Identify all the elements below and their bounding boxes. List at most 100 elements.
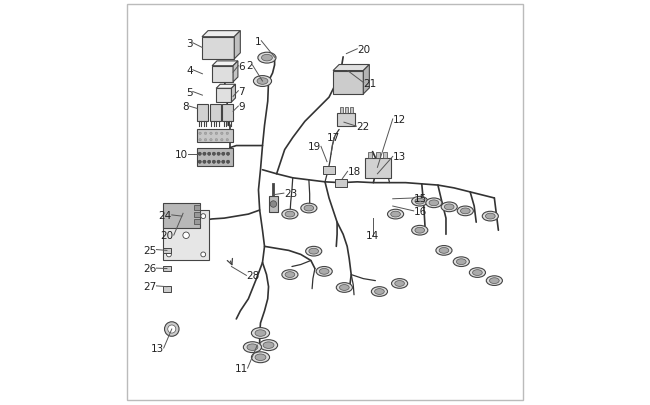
Circle shape: [220, 133, 223, 135]
Ellipse shape: [426, 198, 442, 208]
Text: 23: 23: [284, 189, 297, 198]
Ellipse shape: [391, 279, 408, 289]
Bar: [163, 286, 171, 292]
Ellipse shape: [415, 199, 424, 205]
Ellipse shape: [255, 354, 266, 360]
Circle shape: [222, 161, 225, 164]
Ellipse shape: [456, 259, 466, 265]
Circle shape: [199, 133, 202, 135]
Polygon shape: [231, 85, 235, 103]
Ellipse shape: [252, 352, 270, 363]
Ellipse shape: [441, 202, 457, 212]
Bar: [194, 205, 200, 211]
Text: 20: 20: [358, 45, 370, 55]
Polygon shape: [363, 65, 369, 95]
Bar: [222, 105, 233, 122]
Polygon shape: [234, 32, 240, 60]
Bar: [202, 38, 234, 60]
Ellipse shape: [371, 287, 387, 296]
Bar: [210, 105, 221, 122]
Bar: [376, 153, 380, 159]
Bar: [216, 89, 231, 103]
Text: 13: 13: [150, 343, 164, 353]
Circle shape: [215, 139, 218, 142]
Text: 7: 7: [239, 87, 245, 96]
Text: 26: 26: [143, 264, 157, 273]
Ellipse shape: [486, 276, 502, 286]
Circle shape: [217, 153, 220, 156]
Bar: [365, 159, 391, 178]
Text: 2: 2: [246, 61, 252, 71]
Text: 22: 22: [356, 122, 370, 132]
Bar: [369, 153, 372, 159]
Circle shape: [204, 139, 207, 142]
Text: 10: 10: [175, 149, 188, 159]
Ellipse shape: [252, 328, 270, 339]
Ellipse shape: [473, 270, 482, 276]
Ellipse shape: [282, 270, 298, 280]
Ellipse shape: [306, 247, 322, 256]
Text: 6: 6: [239, 62, 245, 72]
Ellipse shape: [482, 212, 499, 222]
Circle shape: [183, 232, 189, 239]
Ellipse shape: [457, 207, 473, 216]
Circle shape: [210, 133, 212, 135]
Circle shape: [226, 161, 229, 164]
Bar: [194, 213, 200, 218]
Circle shape: [164, 322, 179, 337]
Bar: [350, 108, 353, 114]
Text: 24: 24: [159, 210, 172, 220]
Bar: [194, 220, 200, 225]
Circle shape: [203, 153, 206, 156]
Bar: [324, 166, 335, 174]
Bar: [163, 266, 171, 272]
Ellipse shape: [411, 197, 428, 207]
Text: 19: 19: [307, 142, 321, 152]
Text: 3: 3: [186, 38, 193, 49]
Bar: [383, 153, 387, 159]
Ellipse shape: [243, 342, 261, 353]
Ellipse shape: [258, 53, 276, 64]
Text: 1: 1: [255, 36, 261, 47]
Bar: [333, 71, 363, 95]
Ellipse shape: [411, 226, 428, 235]
Ellipse shape: [309, 249, 318, 254]
Text: 17: 17: [327, 133, 341, 143]
Ellipse shape: [282, 210, 298, 220]
Text: 13: 13: [393, 152, 406, 162]
Bar: [163, 204, 200, 229]
Text: 8: 8: [183, 102, 189, 112]
Circle shape: [204, 133, 207, 135]
Ellipse shape: [439, 248, 448, 254]
Ellipse shape: [304, 206, 314, 211]
Text: 11: 11: [235, 363, 248, 373]
Bar: [340, 108, 343, 114]
Circle shape: [215, 133, 218, 135]
Circle shape: [168, 325, 176, 333]
Text: 20: 20: [161, 230, 174, 241]
Text: 9: 9: [239, 102, 245, 112]
Circle shape: [213, 161, 216, 164]
Circle shape: [207, 153, 211, 156]
Bar: [212, 66, 233, 83]
Ellipse shape: [285, 212, 294, 217]
Bar: [197, 105, 209, 122]
Ellipse shape: [445, 205, 454, 210]
Ellipse shape: [460, 209, 470, 214]
Ellipse shape: [429, 200, 439, 206]
Ellipse shape: [486, 214, 495, 220]
Polygon shape: [216, 85, 235, 89]
Text: 27: 27: [143, 281, 157, 291]
Circle shape: [217, 161, 220, 164]
Circle shape: [201, 252, 205, 257]
Text: 16: 16: [413, 207, 427, 216]
Ellipse shape: [391, 212, 400, 217]
Text: 5: 5: [186, 87, 193, 97]
Circle shape: [222, 153, 225, 156]
Circle shape: [198, 153, 202, 156]
Ellipse shape: [395, 281, 404, 287]
Ellipse shape: [257, 79, 268, 85]
Text: 15: 15: [413, 194, 427, 203]
Text: 28: 28: [246, 271, 259, 281]
Bar: [268, 196, 278, 213]
